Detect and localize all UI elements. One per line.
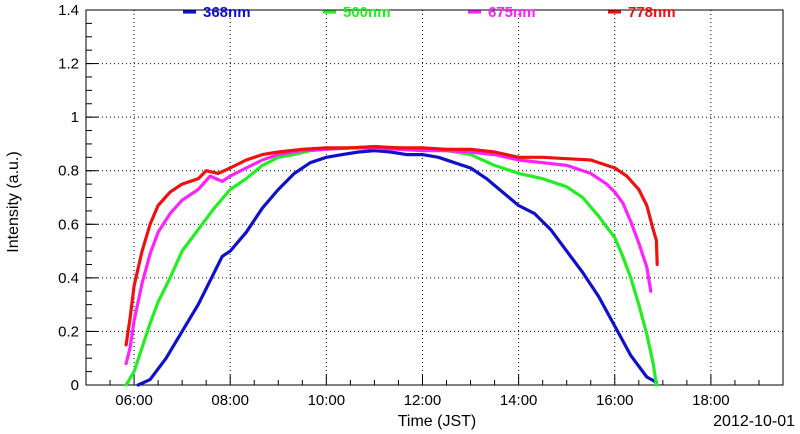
legend: 368nm 500nm 675nm 778nm — [183, 4, 676, 21]
axis-ticks: 06:00 08:00 10:00 12:00 14:00 16:00 18:00 0 0.2 0… — [58, 2, 784, 409]
y-tick-label: 0.6 — [58, 216, 79, 233]
y-tick-label: 0.8 — [58, 163, 79, 180]
x-tick-label: 18:00 — [692, 392, 730, 409]
y-tick-label: 1.2 — [58, 56, 79, 73]
legend-label-368nm: 368nm — [203, 4, 251, 21]
x-tick-label: 08:00 — [211, 392, 249, 409]
series-line-778nm — [124, 145, 659, 347]
x-tick-label: 10:00 — [308, 392, 346, 409]
x-tick-label: 16:00 — [596, 392, 634, 409]
y-tick-label: 1 — [71, 109, 79, 126]
x-tick-label: 14:00 — [500, 392, 538, 409]
legend-label-675nm: 675nm — [488, 4, 536, 21]
y-tick-label: 0 — [71, 377, 79, 394]
plot-frame — [85, 9, 784, 386]
legend-label-500nm: 500nm — [343, 4, 391, 21]
x-tick-label: 12:00 — [404, 392, 442, 409]
legend-label-778nm: 778nm — [628, 4, 676, 21]
y-tick-label: 1.4 — [58, 2, 79, 19]
series-layer — [124, 145, 659, 387]
x-axis-title: Time (JST) — [398, 413, 477, 430]
y-tick-label: 0.4 — [58, 270, 79, 287]
series-line-368nm — [136, 149, 658, 387]
y-tick-label: 0.2 — [58, 323, 79, 340]
date-label: 2012-10-01 — [713, 413, 795, 430]
chart-grid — [86, 9, 783, 385]
y-axis-title: Intensity (a.u.) — [5, 151, 22, 252]
x-tick-label: 06:00 — [115, 392, 153, 409]
